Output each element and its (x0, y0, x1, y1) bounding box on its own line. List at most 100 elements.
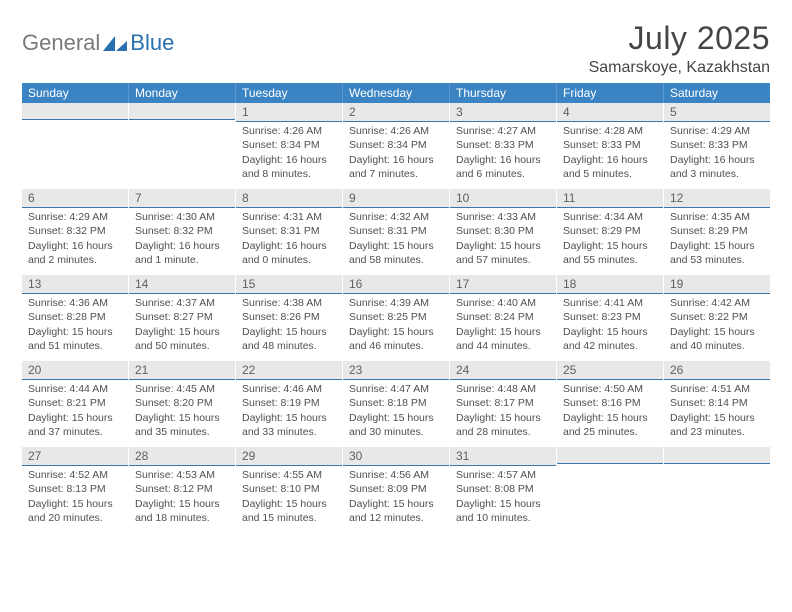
weekday-header: Saturday (664, 83, 770, 103)
daylight-line: Daylight: 15 hours and 46 minutes. (349, 325, 443, 353)
daylight-line: Daylight: 16 hours and 0 minutes. (242, 239, 336, 267)
day-content: Sunrise: 4:51 AMSunset: 8:14 PMDaylight:… (664, 380, 770, 445)
sunset-line: Sunset: 8:13 PM (28, 482, 122, 496)
daylight-line: Daylight: 15 hours and 44 minutes. (456, 325, 550, 353)
day-cell: 30Sunrise: 4:56 AMSunset: 8:09 PMDayligh… (343, 447, 450, 533)
daylight-line: Daylight: 15 hours and 58 minutes. (349, 239, 443, 267)
sunset-line: Sunset: 8:30 PM (456, 224, 550, 238)
day-number: 11 (557, 189, 663, 208)
weeks-container: 1Sunrise: 4:26 AMSunset: 8:34 PMDaylight… (22, 103, 770, 533)
sunrise-line: Sunrise: 4:48 AM (456, 382, 550, 396)
day-content: Sunrise: 4:44 AMSunset: 8:21 PMDaylight:… (22, 380, 128, 445)
daylight-line: Daylight: 15 hours and 42 minutes. (563, 325, 657, 353)
month-title: July 2025 (589, 20, 770, 57)
sunrise-line: Sunrise: 4:31 AM (242, 210, 336, 224)
sunrise-line: Sunrise: 4:46 AM (242, 382, 336, 396)
day-cell: 26Sunrise: 4:51 AMSunset: 8:14 PMDayligh… (664, 361, 770, 447)
week-row: 1Sunrise: 4:26 AMSunset: 8:34 PMDaylight… (22, 103, 770, 189)
day-number: 1 (236, 103, 342, 122)
logo-text-blue: Blue (130, 30, 174, 56)
day-cell (557, 447, 664, 533)
sunrise-line: Sunrise: 4:29 AM (670, 124, 764, 138)
daylight-line: Daylight: 15 hours and 30 minutes. (349, 411, 443, 439)
daylight-line: Daylight: 16 hours and 8 minutes. (242, 153, 336, 181)
day-number: 16 (343, 275, 449, 294)
sunrise-line: Sunrise: 4:55 AM (242, 468, 336, 482)
sunrise-line: Sunrise: 4:44 AM (28, 382, 122, 396)
day-number: 27 (22, 447, 128, 466)
day-cell: 7Sunrise: 4:30 AMSunset: 8:32 PMDaylight… (129, 189, 236, 275)
day-number: 12 (664, 189, 770, 208)
day-content: Sunrise: 4:46 AMSunset: 8:19 PMDaylight:… (236, 380, 342, 445)
day-content: Sunrise: 4:31 AMSunset: 8:31 PMDaylight:… (236, 208, 342, 273)
sunrise-line: Sunrise: 4:33 AM (456, 210, 550, 224)
day-cell: 19Sunrise: 4:42 AMSunset: 8:22 PMDayligh… (664, 275, 770, 361)
day-content: Sunrise: 4:41 AMSunset: 8:23 PMDaylight:… (557, 294, 663, 359)
sunrise-line: Sunrise: 4:53 AM (135, 468, 229, 482)
calendar: Sunday Monday Tuesday Wednesday Thursday… (22, 83, 770, 533)
day-number: 10 (450, 189, 556, 208)
day-content: Sunrise: 4:38 AMSunset: 8:26 PMDaylight:… (236, 294, 342, 359)
sunset-line: Sunset: 8:22 PM (670, 310, 764, 324)
day-content: Sunrise: 4:48 AMSunset: 8:17 PMDaylight:… (450, 380, 556, 445)
day-cell: 16Sunrise: 4:39 AMSunset: 8:25 PMDayligh… (343, 275, 450, 361)
weekday-header: Sunday (22, 83, 129, 103)
day-content: Sunrise: 4:36 AMSunset: 8:28 PMDaylight:… (22, 294, 128, 359)
daylight-line: Daylight: 16 hours and 2 minutes. (28, 239, 122, 267)
daylight-line: Daylight: 15 hours and 55 minutes. (563, 239, 657, 267)
day-cell: 2Sunrise: 4:26 AMSunset: 8:34 PMDaylight… (343, 103, 450, 189)
day-content: Sunrise: 4:52 AMSunset: 8:13 PMDaylight:… (22, 466, 128, 531)
day-cell: 12Sunrise: 4:35 AMSunset: 8:29 PMDayligh… (664, 189, 770, 275)
day-cell: 14Sunrise: 4:37 AMSunset: 8:27 PMDayligh… (129, 275, 236, 361)
day-cell: 8Sunrise: 4:31 AMSunset: 8:31 PMDaylight… (236, 189, 343, 275)
day-cell: 29Sunrise: 4:55 AMSunset: 8:10 PMDayligh… (236, 447, 343, 533)
sunrise-line: Sunrise: 4:52 AM (28, 468, 122, 482)
day-number-empty (22, 103, 128, 120)
sunset-line: Sunset: 8:14 PM (670, 396, 764, 410)
day-content: Sunrise: 4:55 AMSunset: 8:10 PMDaylight:… (236, 466, 342, 531)
day-content: Sunrise: 4:47 AMSunset: 8:18 PMDaylight:… (343, 380, 449, 445)
day-content: Sunrise: 4:33 AMSunset: 8:30 PMDaylight:… (450, 208, 556, 273)
day-cell: 1Sunrise: 4:26 AMSunset: 8:34 PMDaylight… (236, 103, 343, 189)
weekday-header-row: Sunday Monday Tuesday Wednesday Thursday… (22, 83, 770, 103)
sunrise-line: Sunrise: 4:42 AM (670, 296, 764, 310)
sunset-line: Sunset: 8:25 PM (349, 310, 443, 324)
day-number: 29 (236, 447, 342, 466)
day-cell: 31Sunrise: 4:57 AMSunset: 8:08 PMDayligh… (450, 447, 557, 533)
sunset-line: Sunset: 8:32 PM (135, 224, 229, 238)
daylight-line: Daylight: 15 hours and 23 minutes. (670, 411, 764, 439)
daylight-line: Daylight: 15 hours and 53 minutes. (670, 239, 764, 267)
sunset-line: Sunset: 8:29 PM (563, 224, 657, 238)
day-number: 25 (557, 361, 663, 380)
day-number: 23 (343, 361, 449, 380)
day-cell: 3Sunrise: 4:27 AMSunset: 8:33 PMDaylight… (450, 103, 557, 189)
sunset-line: Sunset: 8:28 PM (28, 310, 122, 324)
sunrise-line: Sunrise: 4:45 AM (135, 382, 229, 396)
sunrise-line: Sunrise: 4:38 AM (242, 296, 336, 310)
daylight-line: Daylight: 15 hours and 10 minutes. (456, 497, 550, 525)
daylight-line: Daylight: 15 hours and 35 minutes. (135, 411, 229, 439)
day-cell: 4Sunrise: 4:28 AMSunset: 8:33 PMDaylight… (557, 103, 664, 189)
weekday-header: Friday (557, 83, 664, 103)
daylight-line: Daylight: 15 hours and 57 minutes. (456, 239, 550, 267)
day-number-empty (129, 103, 235, 120)
sunrise-line: Sunrise: 4:50 AM (563, 382, 657, 396)
day-content: Sunrise: 4:26 AMSunset: 8:34 PMDaylight:… (236, 122, 342, 187)
day-number: 13 (22, 275, 128, 294)
daylight-line: Daylight: 15 hours and 50 minutes. (135, 325, 229, 353)
sunrise-line: Sunrise: 4:40 AM (456, 296, 550, 310)
day-content: Sunrise: 4:35 AMSunset: 8:29 PMDaylight:… (664, 208, 770, 273)
day-cell: 18Sunrise: 4:41 AMSunset: 8:23 PMDayligh… (557, 275, 664, 361)
day-number: 18 (557, 275, 663, 294)
daylight-line: Daylight: 16 hours and 3 minutes. (670, 153, 764, 181)
sunrise-line: Sunrise: 4:36 AM (28, 296, 122, 310)
sunrise-line: Sunrise: 4:34 AM (563, 210, 657, 224)
week-row: 20Sunrise: 4:44 AMSunset: 8:21 PMDayligh… (22, 361, 770, 447)
day-content: Sunrise: 4:32 AMSunset: 8:31 PMDaylight:… (343, 208, 449, 273)
sunrise-line: Sunrise: 4:26 AM (349, 124, 443, 138)
sunset-line: Sunset: 8:12 PM (135, 482, 229, 496)
day-cell: 11 Sunrise: 4:34 AMSunset: 8:29 PMDayligh… (557, 189, 664, 275)
day-number: 21 (129, 361, 235, 380)
location: Samarskoye, Kazakhstan (589, 59, 770, 77)
day-content: Sunrise: 4:26 AMSunset: 8:34 PMDaylight:… (343, 122, 449, 187)
